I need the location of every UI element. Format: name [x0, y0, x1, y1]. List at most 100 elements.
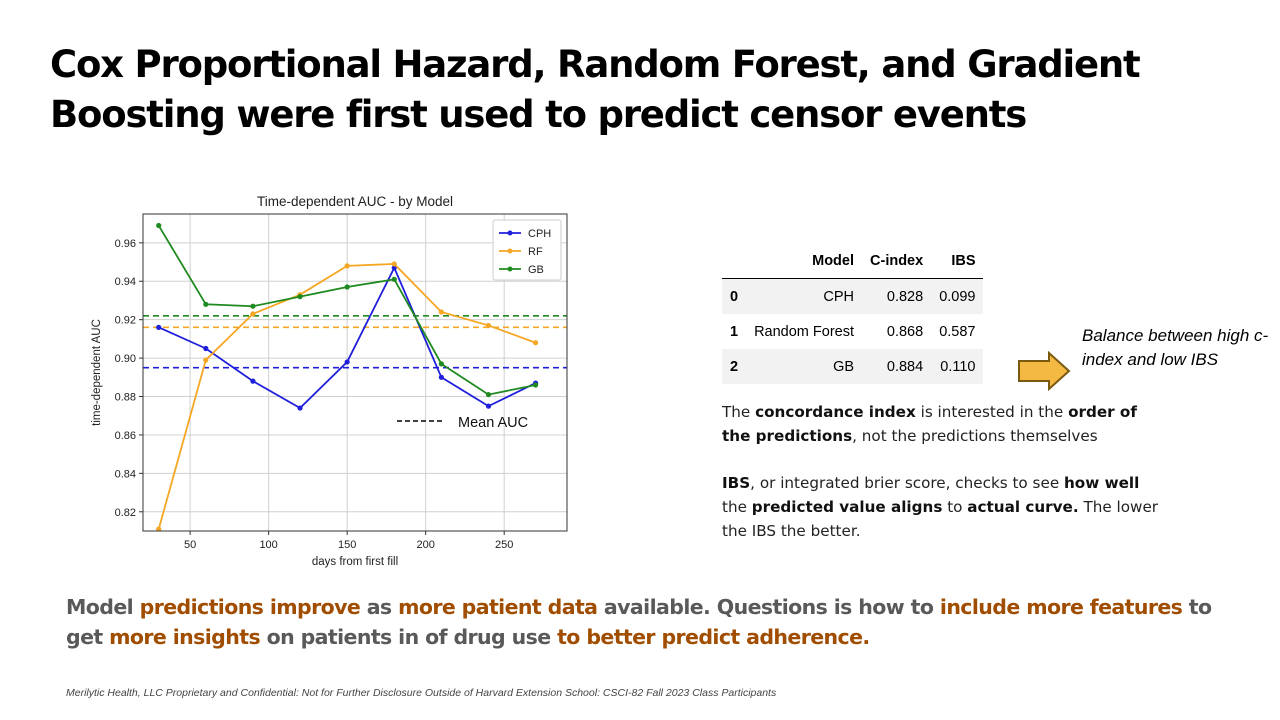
mean-auc-label: Mean AUC: [458, 415, 528, 431]
note-bold-text: IBS: [722, 474, 751, 492]
y-tick-label: 0.94: [115, 276, 136, 288]
data-point-gb: [156, 222, 162, 229]
conclusion-segment: to get: [66, 595, 1212, 649]
x-tick-label: 250: [495, 539, 513, 551]
table-header-row: Model C-index IBS: [722, 243, 984, 279]
data-point-rf: [485, 322, 492, 329]
table-header-cell: IBS: [931, 243, 984, 279]
data-point-rf: [438, 309, 444, 315]
table-cell-index: 2: [722, 349, 747, 384]
auc-chart: Time-dependent AUC - by Model 50 100 150 200…: [85, 188, 575, 573]
data-point-gb: [532, 382, 539, 388]
conclusion-segment: on patients in of drug use: [260, 625, 558, 649]
data-point-cph: [156, 324, 162, 330]
table-header-cell: C-index: [862, 243, 932, 279]
data-point-cph: [485, 403, 492, 409]
table-cell-index: 0: [722, 278, 747, 314]
auc-chart-svg: Time-dependent AUC - by Model 50 100 150 200…: [91, 194, 568, 568]
x-tick-label: 100: [259, 539, 277, 551]
table-row: 2 GB 0.884 0.110: [722, 349, 984, 384]
legend-marker-cph: [507, 230, 513, 236]
note-text: The: [722, 403, 756, 421]
data-point-cph: [438, 374, 444, 380]
table-cell-cindex: 0.884: [862, 349, 932, 384]
legend-label-rf: RF: [528, 246, 543, 258]
data-point-rf: [203, 357, 209, 363]
note-bold-text: order of the predictions: [722, 403, 1137, 445]
data-point-cph: [203, 345, 209, 352]
table-cell-model: CPH: [746, 278, 863, 314]
chart-title: Time-dependent AUC - by Model: [257, 194, 453, 209]
table-row: 0 CPH 0.828 0.099: [722, 278, 984, 314]
legend-marker-rf: [507, 248, 513, 254]
data-point-rf: [344, 263, 350, 269]
data-point-gb: [250, 303, 256, 309]
table-cell-cindex: 0.868: [886, 323, 924, 340]
conclusion-highlight: include more features: [939, 595, 1183, 619]
slide-title-line-2: Boosting were first used to predict cens…: [50, 93, 1027, 136]
table-header-cell: Model: [746, 243, 863, 279]
legend-label-gb: GB: [528, 264, 544, 276]
table-row: 1 Random Forest 0.868 0.587: [722, 314, 983, 349]
data-point-rf: [532, 340, 539, 346]
table-cell-index: 1: [730, 323, 739, 340]
note-bold-text: concordance index: [755, 403, 916, 421]
note-bold-text: actual curve.: [967, 498, 1079, 516]
note-text: The lower the IBS the better.: [722, 498, 1159, 540]
y-tick-label: 0.90: [115, 353, 136, 365]
model-metrics-table: Model C-index IBS 0 CPH 0.828 0.099 1 Ra…: [722, 243, 984, 384]
data-point-gb: [344, 284, 350, 290]
footer-disclaimer: Merilytic Health, LLC Proprietary and Co…: [66, 687, 777, 699]
data-point-gb: [391, 276, 397, 282]
data-point-rf: [391, 261, 397, 267]
table-cell-model: GB: [746, 349, 863, 384]
x-tick-label: 150: [338, 539, 356, 551]
data-point-rf: [250, 311, 256, 317]
y-tick-label: 0.86: [115, 430, 136, 442]
data-point-gb: [297, 294, 303, 300]
plot-frame: [142, 213, 568, 532]
slide-title: Cox Proportional Hazard, Random Forest, …: [50, 40, 1150, 140]
x-tick-label: 200: [416, 539, 434, 551]
right-arrow-icon: [1018, 351, 1071, 391]
y-tick-label: 0.92: [115, 315, 136, 327]
conclusion-highlight: more insights: [109, 625, 261, 649]
table-cell-ibs: 0.110: [931, 349, 984, 384]
slide-title-line-1: Cox Proportional Hazard, Random Forest, …: [50, 43, 1141, 86]
data-point-gb: [203, 301, 209, 307]
balance-note: Balance between high c-index and low IBS: [1082, 326, 1269, 369]
conclusion-text: Model predictions improve as more patien…: [66, 592, 1226, 652]
data-point-cph: [250, 378, 256, 384]
note-text: to: [942, 498, 968, 516]
conclusion-segment: Model: [66, 595, 140, 619]
y-tick-label: 0.88: [115, 392, 136, 404]
table-cell-ibs: 0.587: [939, 323, 976, 340]
y-tick-label: 0.96: [115, 238, 136, 250]
conclusion-segment: as: [360, 595, 399, 619]
note-bold-text: predicted value aligns: [751, 498, 943, 516]
conclusion-highlight: to better predict adherence.: [557, 625, 870, 649]
note-text: is interested in the: [915, 403, 1069, 421]
table-header-cell: [722, 243, 747, 279]
concordance-note: The concordance index is interested in t…: [722, 400, 1162, 448]
note-text: , not the predictions themselves: [852, 427, 1098, 445]
note-bold-text: how well: [1064, 474, 1140, 492]
data-point-cph: [344, 359, 350, 365]
conclusion-highlight: more patient data: [398, 595, 598, 619]
table-cell-ibs: 0.099: [931, 278, 984, 314]
x-tick-label: 50: [184, 539, 196, 551]
y-axis-label: time-dependent AUC: [91, 319, 103, 426]
note-text: the: [722, 498, 752, 516]
conclusion-segment: available. Questions is how to: [597, 595, 940, 619]
data-point-cph: [297, 405, 303, 411]
note-text: , or integrated brier score, checks to s…: [750, 474, 1064, 492]
data-point-gb: [485, 391, 492, 398]
y-tick-label: 0.82: [115, 507, 136, 519]
legend-label-cph: CPH: [528, 228, 551, 240]
table-cell-model: Random Forest: [754, 323, 855, 340]
table-cell-cindex: 0.828: [862, 278, 932, 314]
conclusion-highlight: predictions improve: [139, 595, 361, 619]
legend-marker-gb: [507, 266, 513, 272]
ibs-note: IBS, or integrated brier score, checks t…: [722, 471, 1162, 543]
data-point-rf: [156, 526, 162, 532]
